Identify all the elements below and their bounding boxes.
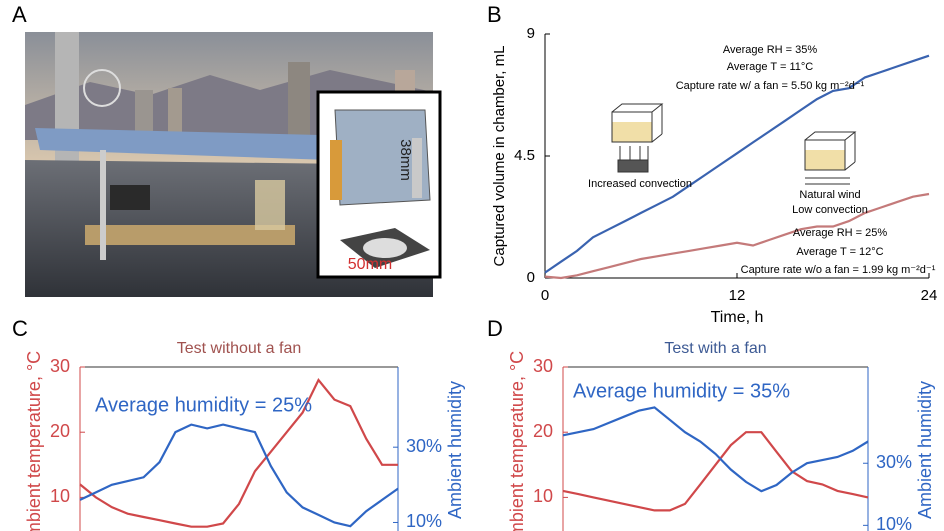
y2-axis-label: Ambient humidity <box>915 381 935 519</box>
data-line <box>544 54 930 274</box>
photo-label: 38mm <box>397 139 414 181</box>
y2-tick-label: 10% <box>406 511 442 531</box>
y-axis-label: Captured volume in chamber, mL <box>491 46 508 267</box>
chart-title: Test without a fan <box>177 340 302 357</box>
annotation: Average T = 11°C <box>727 61 814 73</box>
chart-title: Test with a fan <box>664 340 766 357</box>
annotation: Increased convection <box>588 178 692 190</box>
y-tick-label: 30 <box>533 356 553 376</box>
annotation: Average RH = 25% <box>793 227 887 239</box>
y-tick-label: 10 <box>533 486 553 506</box>
y-tick-label: 10 <box>50 486 70 506</box>
annotation: Average RH = 35% <box>723 44 817 56</box>
annotation: Low convection <box>792 204 868 216</box>
x-axis-label: Time, h <box>711 309 764 326</box>
data-line <box>562 406 869 493</box>
data-line <box>544 192 930 280</box>
data-line <box>562 431 869 512</box>
annotation: Capture rate w/o a fan = 1.99 kg m⁻²d⁻¹ <box>741 264 936 276</box>
annotation: Average humidity = 25% <box>95 394 312 416</box>
photo-label: 50mm <box>348 256 392 273</box>
y2-tick-label: 30% <box>406 436 442 456</box>
photo: 38mm 50mm <box>25 32 442 297</box>
x-tick-label: 0 <box>541 287 549 304</box>
y-tick-label: 20 <box>50 421 70 441</box>
panel-letter: C <box>12 316 28 341</box>
annotation: Average humidity = 35% <box>573 380 790 402</box>
y-axis-label: Ambient temperature, °C <box>24 351 44 531</box>
y-tick-label: 9 <box>527 25 535 42</box>
y2-tick-label: 30% <box>876 452 912 472</box>
x-tick-label: 24 <box>921 287 938 304</box>
panel-letter: B <box>487 2 502 27</box>
annotation: Average T = 12°C <box>796 246 883 258</box>
y2-tick-label: 10% <box>876 514 912 531</box>
panel-letter: D <box>487 316 503 341</box>
y-tick-label: 20 <box>533 421 553 441</box>
y2-axis-label: Ambient humidity <box>445 381 465 519</box>
x-tick-label: 12 <box>729 287 746 304</box>
annotation: Natural wind <box>799 189 860 201</box>
chamber-icon <box>611 103 857 185</box>
y-tick-label: 0 <box>527 269 535 286</box>
y-tick-label: 30 <box>50 356 70 376</box>
data-line <box>79 423 399 528</box>
panel-letter: A <box>12 2 27 27</box>
y-axis-label: Ambient temperature, °C <box>507 351 527 531</box>
y-tick-label: 4.5 <box>514 147 535 164</box>
data-line <box>79 377 398 528</box>
annotation: Capture rate w/ a fan = 5.50 kg m⁻²d⁻¹ <box>676 80 865 92</box>
